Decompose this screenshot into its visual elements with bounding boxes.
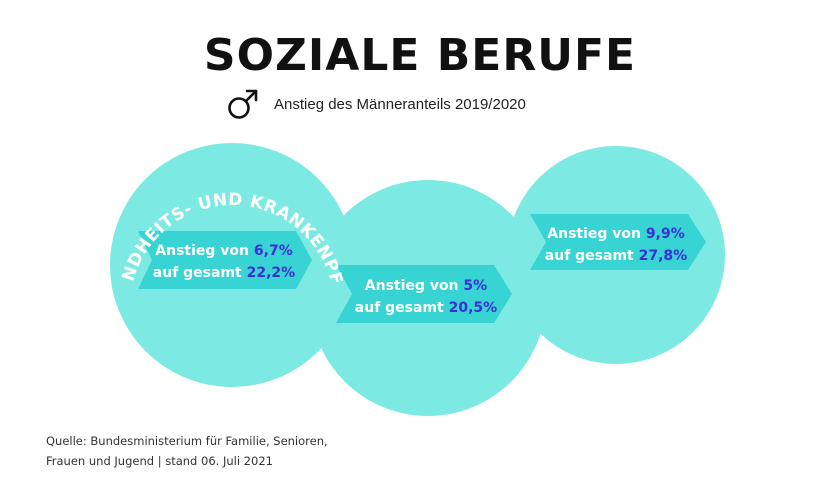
increase-line-gesundheits: Anstieg von 6,7%: [155, 243, 292, 259]
total-prefix: auf gesamt: [545, 248, 639, 264]
increase-value: 5%: [463, 278, 487, 294]
increase-prefix: Anstieg von: [365, 278, 464, 294]
total-prefix: auf gesamt: [355, 300, 449, 316]
increase-value: 6,7%: [254, 243, 293, 259]
subtitle-row: Anstieg des Männeranteils 2019/2020: [226, 86, 526, 122]
increase-prefix: Anstieg von: [155, 243, 254, 259]
total-value: 20,5%: [449, 300, 498, 316]
male-symbol-icon: [228, 89, 258, 119]
increase-line-altenpflege: Anstieg von 9,9%: [547, 226, 684, 242]
increase-line-erziehung: Anstieg von 5%: [365, 278, 487, 294]
category-label-altenpflege: ALTENPFLEGE: [549, 101, 691, 147]
increase-prefix: Anstieg von: [547, 226, 646, 242]
category-label-erziehung: ERZIEHUNG: [362, 135, 486, 174]
total-line-gesundheits: auf gesamt 22,2%: [153, 265, 295, 281]
page-title: SOZIALE BERUFE: [203, 30, 637, 81]
total-value: 27,8%: [639, 248, 688, 264]
source-line-2: Frauen und Jugend | stand 06. Juli 2021: [46, 454, 273, 468]
category-label-altenpflege-path: ALTENPFLEGE: [549, 101, 690, 147]
arrow-banner-altenpflege: [530, 214, 706, 270]
source-line-1: Quelle: Bundesministerium für Familie, S…: [46, 434, 328, 448]
total-line-altenpflege: auf gesamt 27,8%: [545, 248, 687, 264]
total-line-erziehung: auf gesamt 20,5%: [355, 300, 497, 316]
total-value: 22,2%: [247, 265, 296, 281]
increase-value: 9,9%: [646, 226, 685, 242]
category-label-erziehung-path: ERZIEHUNG: [362, 135, 486, 174]
total-prefix: auf gesamt: [153, 265, 247, 281]
arrow-banner-gesundheits: [138, 231, 312, 289]
subtitle: Anstieg des Männeranteils 2019/2020: [274, 95, 526, 113]
source-note: Quelle: Bundesministerium für Familie, S…: [46, 431, 328, 471]
arrow-banner-erziehung: [336, 265, 512, 323]
